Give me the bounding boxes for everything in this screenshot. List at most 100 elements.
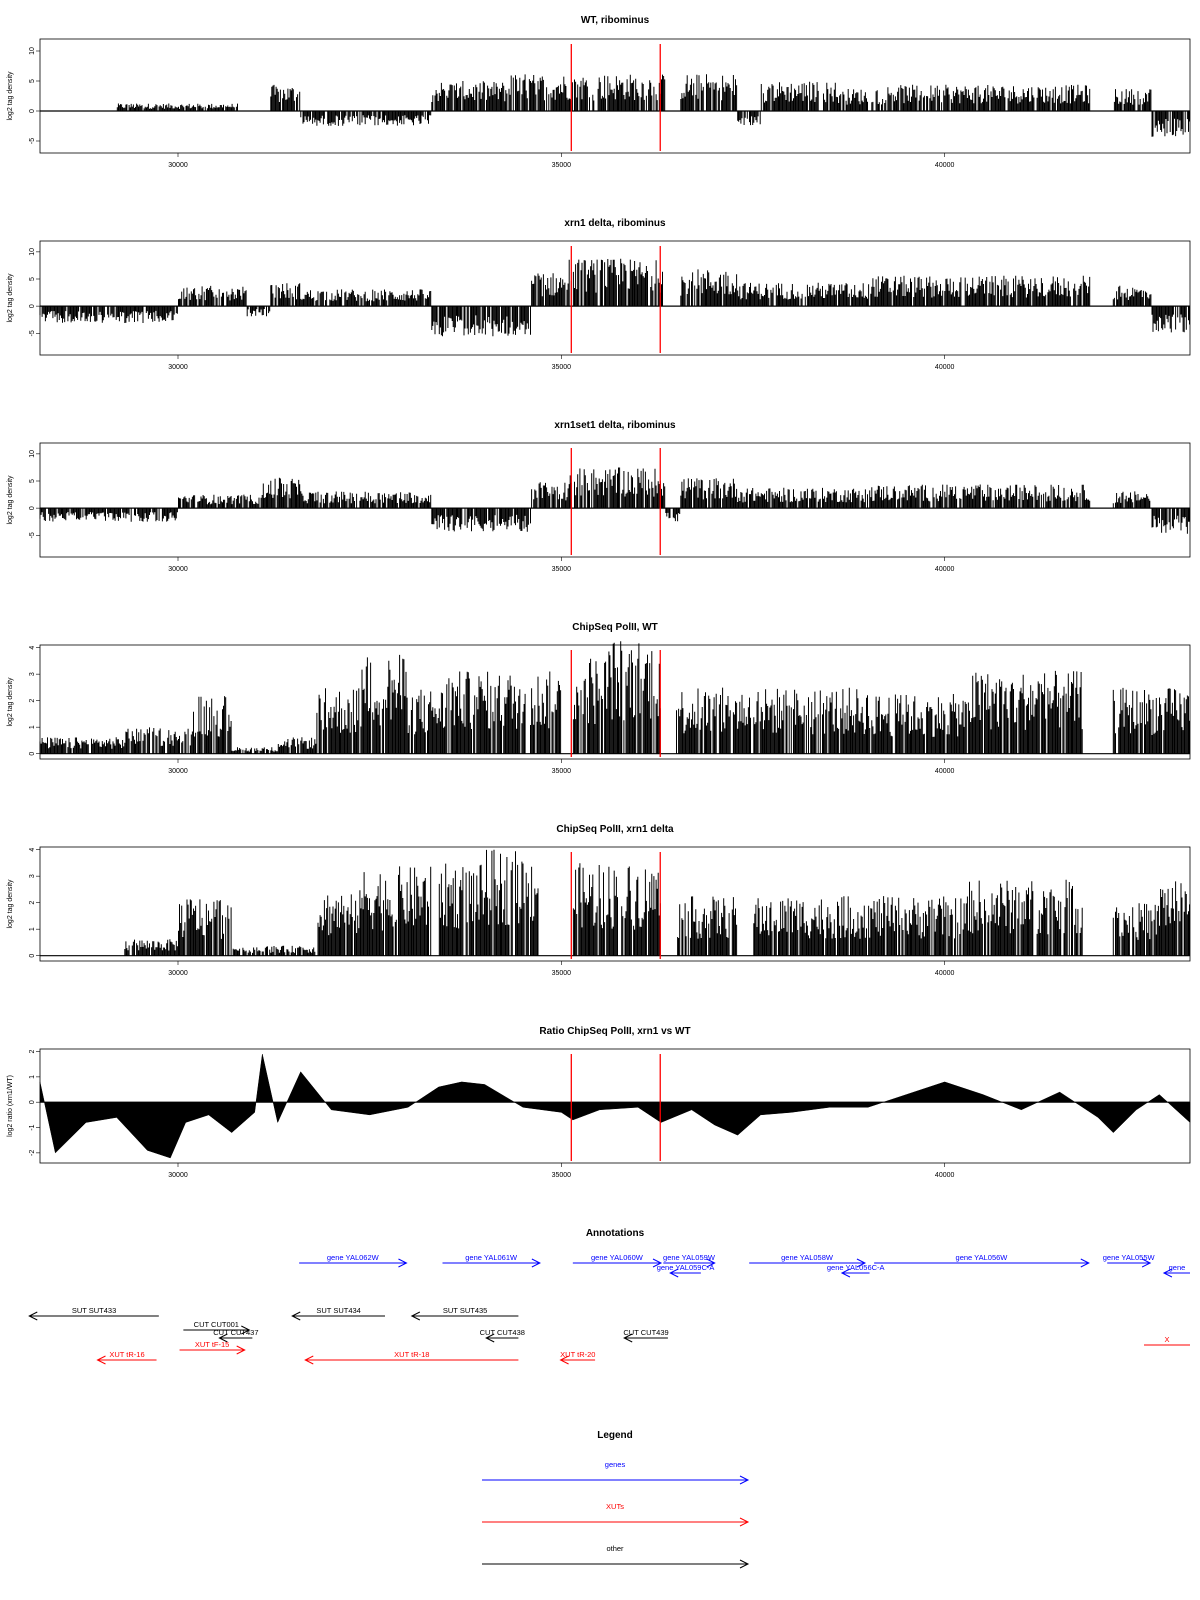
- signal-bars: [116, 74, 1190, 137]
- annotation-feature: gene YAL059C-A: [657, 1263, 714, 1278]
- legend-title: Legend: [597, 1430, 633, 1441]
- feature-label: gene: [1169, 1263, 1186, 1272]
- legend-item: XUTs: [482, 1502, 750, 1527]
- annotation-feature: XUT tR-16: [96, 1350, 157, 1365]
- x-tick-label: 30000: [168, 566, 188, 573]
- legend-arrow-head: [739, 1475, 750, 1485]
- x-tick-label: 35000: [552, 768, 572, 775]
- panel-title: Ratio ChipSeq PolII, xrn1 vs WT: [539, 1026, 690, 1037]
- arrow-head-right: [856, 1258, 867, 1268]
- arrow-head-right: [1080, 1258, 1090, 1268]
- annotation-feature: gene YAL060W: [572, 1253, 663, 1268]
- panel-3: xrn1set1 delta, ribominus 10 5 0 -5 log2 tag…: [7, 420, 1191, 573]
- y-tick-label: 0: [29, 1100, 36, 1104]
- arrow-head-right: [241, 1325, 251, 1335]
- feature-label: SUT SUT434: [316, 1306, 360, 1315]
- ratio-area: [39, 1054, 1191, 1159]
- arrow-head-right: [531, 1258, 541, 1268]
- x-tick-label: 40000: [935, 1172, 955, 1179]
- feature-label: gene YAL059W: [663, 1253, 716, 1262]
- annotation-feature: X: [1144, 1335, 1190, 1346]
- x-tick-label: 40000: [935, 364, 955, 371]
- annotation-feature: SUT SUT433: [28, 1306, 159, 1321]
- plot-frame: [39, 442, 1191, 558]
- annotation-feature: CUT CUT001: [183, 1320, 251, 1335]
- y-tick-label: 1: [29, 725, 36, 729]
- x-tick-label: 40000: [935, 768, 955, 775]
- y-axis-label: log2 tag density: [7, 879, 14, 929]
- panel-body: 10 5 0 -5 log2 tag density 30000 35000 40000: [7, 38, 1191, 169]
- y-tick-label: 3: [29, 672, 36, 676]
- panel-6: Ratio ChipSeq PolII, xrn1 vs WT 2 1 0 -1 -2 l…: [7, 1026, 1191, 1179]
- annotation-feature: gene YAL056W: [874, 1253, 1090, 1268]
- arrow-head-left: [96, 1355, 106, 1365]
- annotations-tracks: gene YAL062W gene YAL061W gene YAL060W gene…: [28, 1253, 1190, 1365]
- feature-label: gene YAL061W: [465, 1253, 518, 1262]
- panel-body: 10 5 0 -5 log2 tag density 30000 35000 40000: [7, 240, 1191, 371]
- annotation-feature: gene YAL059W: [663, 1253, 716, 1268]
- arrow-head-left: [410, 1311, 421, 1321]
- y-tick-label: 5: [29, 277, 36, 281]
- arrow-head-right: [1141, 1258, 1152, 1268]
- feature-label: X: [1164, 1335, 1169, 1344]
- panel-body: 4 3 2 1 0 log2 tag density 30000 35000 40000: [7, 641, 1191, 775]
- annotation-feature: SUT SUT434: [291, 1306, 385, 1321]
- panel-5: ChipSeq PolII, xrn1 delta 4 3 2 1 0 log2 tag …: [7, 824, 1191, 977]
- feature-label: gene YAL060W: [591, 1253, 644, 1262]
- y-tick-label: 2: [29, 1049, 36, 1053]
- y-tick-label: 10: [29, 248, 36, 256]
- feature-label: CUT CUT438: [480, 1328, 525, 1337]
- legend-arrow-head: [739, 1517, 750, 1527]
- panel-title: xrn1set1 delta, ribominus: [554, 420, 676, 431]
- panel-title: ChipSeq PolII, xrn1 delta: [556, 824, 674, 835]
- legend-arrow-head: [739, 1559, 750, 1569]
- legend-section: Legend genes XUTs other: [482, 1430, 750, 1569]
- feature-label: SUT SUT435: [443, 1306, 487, 1315]
- feature-label: XUT tF-15: [195, 1340, 229, 1349]
- x-tick-label: 40000: [935, 162, 955, 169]
- feature-label: gene YAL055W: [1103, 1253, 1156, 1262]
- annotation-feature: gene YAL056C-A: [827, 1263, 885, 1278]
- annotation-feature: gene YAL058W: [749, 1253, 867, 1268]
- signal-bars: [39, 258, 1190, 337]
- panel-body: 10 5 0 -5 log2 tag density 30000 35000 40000: [7, 442, 1191, 573]
- legend-label: genes: [605, 1460, 626, 1469]
- arrow-head-left: [840, 1268, 851, 1278]
- x-tick-label: 30000: [168, 162, 188, 169]
- x-tick-label: 35000: [552, 970, 572, 977]
- annotation-feature: XUT tR-18: [304, 1350, 519, 1365]
- y-tick-label: 3: [29, 874, 36, 878]
- annotation-feature: gene: [1162, 1263, 1190, 1278]
- arrow-head-left: [304, 1355, 314, 1365]
- annotation-feature: gene YAL061W: [442, 1253, 541, 1268]
- panel-4: ChipSeq PolII, WT 4 3 2 1 0 log2 tag density 3…: [7, 622, 1191, 775]
- x-tick-label: 40000: [935, 970, 955, 977]
- x-tick-label: 35000: [552, 162, 572, 169]
- legend-items: genes XUTs other: [482, 1460, 750, 1569]
- y-tick-label: -2: [29, 1150, 36, 1156]
- y-tick-label: 0: [29, 752, 36, 756]
- x-tick-label: 35000: [552, 1172, 572, 1179]
- y-tick-label: 5: [29, 479, 36, 483]
- arrow-head-left: [291, 1311, 301, 1321]
- signal-bars: [39, 641, 1190, 754]
- arrow-head-left: [218, 1333, 228, 1343]
- feature-label: SUT SUT433: [72, 1306, 116, 1315]
- legend-label: XUTs: [606, 1502, 624, 1511]
- annotation-feature: CUT CUT439: [623, 1328, 669, 1343]
- annotation-feature: CUT CUT437: [213, 1328, 259, 1343]
- y-tick-label: 0: [29, 506, 36, 510]
- arrow-head-left: [559, 1355, 569, 1365]
- y-tick-label: 1: [29, 1075, 36, 1079]
- legend-item: genes: [482, 1460, 750, 1485]
- annotation-feature: CUT CUT438: [480, 1328, 525, 1343]
- panel-title: WT, ribominus: [581, 15, 650, 26]
- panel-body: 4 3 2 1 0 log2 tag density 30000 35000 40000: [7, 846, 1191, 977]
- feature-label: gene YAL056W: [956, 1253, 1009, 1262]
- x-tick-label: 30000: [168, 364, 188, 371]
- feature-label: CUT CUT437: [213, 1328, 258, 1337]
- y-tick-label: 10: [29, 450, 36, 458]
- y-axis-label: log2 tag density: [7, 273, 14, 323]
- plot-frame: [39, 38, 1191, 154]
- plot-frame: [39, 240, 1191, 356]
